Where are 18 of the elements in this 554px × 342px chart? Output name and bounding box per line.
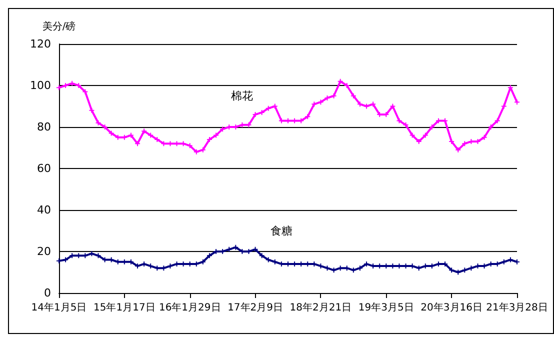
y-tick-label: 120 — [30, 38, 51, 50]
y-tick-label: 0 — [44, 286, 51, 300]
y-tick-label: 40 — [37, 204, 51, 216]
y-tick-label: 60 — [37, 162, 51, 175]
x-tick-label: 21年3月28日 — [486, 302, 548, 314]
y-tick-label: 100 — [30, 79, 51, 92]
series-label: 棉花 — [231, 89, 254, 102]
x-tick-label: 14年1月5日 — [31, 302, 87, 314]
x-tick-label: 16年1月29日 — [158, 302, 221, 314]
x-tick-label: 20年3月16日 — [420, 302, 482, 314]
y-tick-label: 20 — [37, 245, 51, 258]
y-axis-title: 美分/磅 — [42, 20, 76, 32]
x-tick-label: 17年2月9日 — [228, 302, 284, 314]
series-label: 食糖 — [270, 224, 292, 238]
x-tick-label: 19年3月5日 — [358, 302, 414, 314]
y-tick-label: 80 — [37, 120, 51, 134]
x-tick-label: 18年2月21日 — [290, 302, 352, 314]
x-tick-label: 15年1月17日 — [94, 302, 156, 314]
